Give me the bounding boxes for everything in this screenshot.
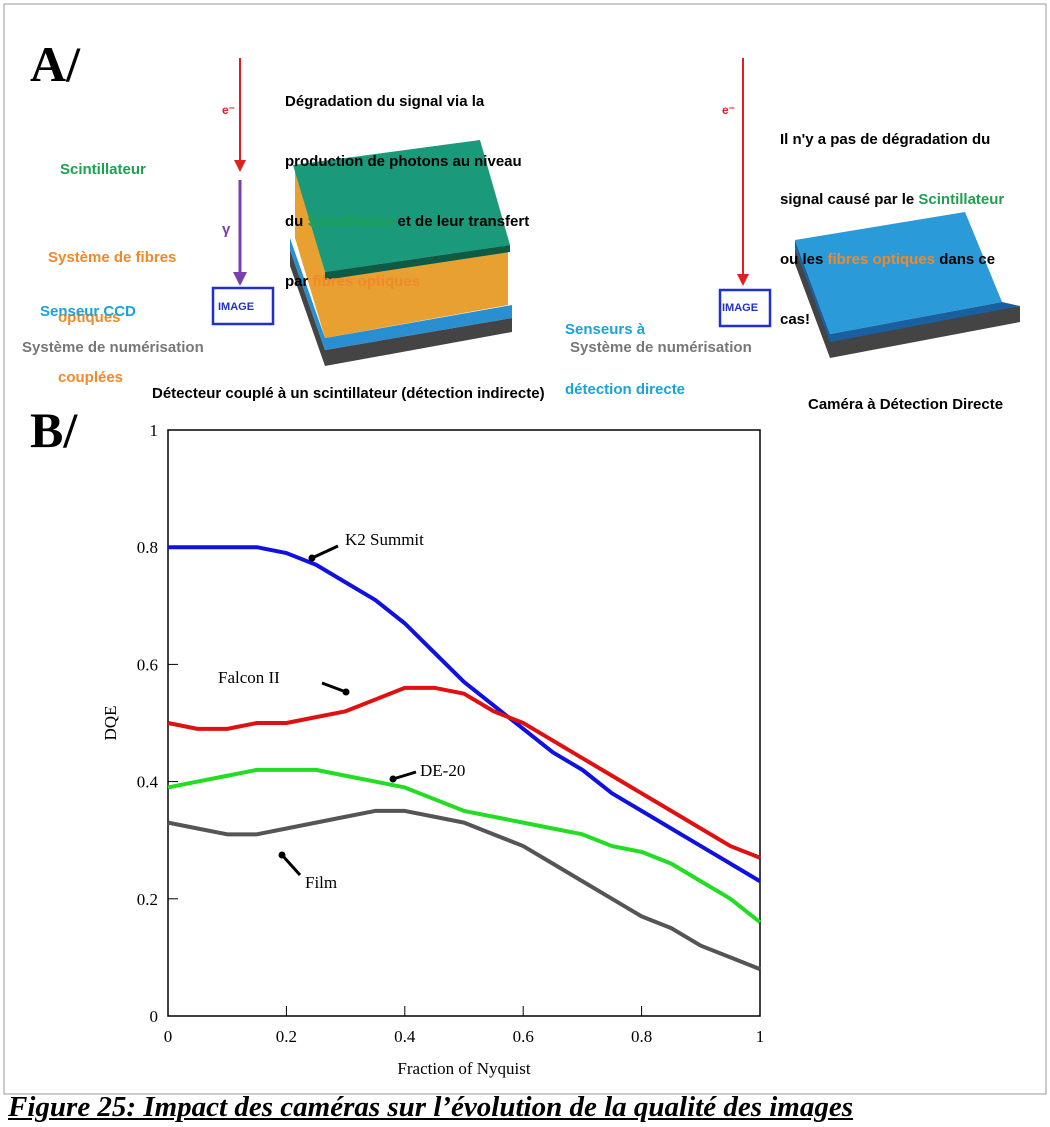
annotation-arrow (280, 853, 302, 877)
line: couplées (58, 369, 124, 386)
indirect-shapes (211, 58, 512, 366)
sensor-edge (795, 240, 1020, 342)
annotation-arrow (321, 681, 347, 694)
series-line (167, 767, 762, 924)
electron: e⁻ (222, 103, 236, 117)
sensor-layer (290, 238, 512, 350)
panel-caption: Caméra à Détection Directe (808, 396, 1004, 413)
fibers (295, 168, 508, 338)
sensor (795, 212, 1002, 334)
note-text: ou les (780, 251, 828, 268)
arrow-head (233, 272, 247, 286)
sensor-label: Senseurs à détection directe (565, 280, 685, 420)
series-line (167, 808, 761, 971)
note-line: ou les fibres optiques dans ce (780, 250, 1004, 270)
chart: 0 0.2 0.4 0.6 0.8 1 0 0.2 0.4 0.6 0.8 1 Fraction of … (101, 421, 765, 1078)
y-axis-label: DQE (101, 706, 120, 741)
series-label: K2 Summit (345, 530, 424, 549)
y-tick-label: 1 (150, 421, 159, 440)
x-tick-label: 0.6 (513, 1027, 534, 1046)
note-text: Dégradation du signal via la (285, 93, 485, 110)
note-text: et de leur transfert (393, 213, 530, 230)
note-line: production de photons au niveau (285, 152, 529, 172)
series-label: Falcon II (218, 668, 280, 687)
arrow-tip (389, 775, 397, 783)
note-text: Scintillateur (918, 191, 1005, 208)
note-text: fibres optiques (312, 273, 421, 290)
panel-label: B/ (30, 402, 78, 458)
note-text: Scintillateur (307, 213, 394, 230)
base (795, 248, 1020, 358)
line: détection directe (565, 381, 686, 398)
annotation-arrow (392, 770, 417, 781)
note-line: cas! (780, 310, 1004, 330)
arrow-tip (308, 554, 316, 562)
scintillator-edge (325, 245, 510, 280)
note-line: Dégradation du signal via la (285, 92, 529, 112)
line: optiques (58, 309, 121, 326)
base (290, 250, 512, 366)
scintillator-label: Scintillateur (60, 161, 146, 178)
image-box (211, 286, 275, 326)
note-text: dans ce (935, 251, 996, 268)
digitization-label: Système de numérisation (570, 339, 752, 356)
series-label: DE-20 (420, 761, 465, 780)
note: Il n'y a pas de dégradation du signal ca… (780, 90, 1004, 350)
x-axis-label: Fraction of Nyquist (397, 1059, 530, 1078)
note-line: signal causé par le Scintillateur (780, 190, 1004, 210)
arrow-tip (342, 688, 350, 696)
note-line: par fibres optiques (285, 272, 529, 292)
image-box (718, 288, 772, 328)
annotation-arrow (311, 544, 339, 560)
y-tick-label: 0.4 (137, 773, 159, 792)
arrow-tip (278, 851, 286, 859)
line: Système de fibres (48, 249, 177, 266)
x-tick-label: 0 (164, 1027, 173, 1046)
arrow-head (234, 160, 246, 172)
series-line (168, 545, 762, 883)
figure-caption: Figure 25: Impact des caméras sur l’évol… (8, 1091, 854, 1123)
note-text: cas! (780, 311, 811, 328)
frame (3, 3, 1047, 1095)
x-tick-label: 1 (756, 1027, 765, 1046)
photon: γ (222, 221, 231, 238)
fibers-label: Système de fibres optiques couplées (48, 208, 176, 408)
x-tick-label: 0.8 (631, 1027, 652, 1046)
electron: e⁻ (722, 103, 736, 117)
panel-caption: Détecteur couplé à un scintillateur (dét… (152, 385, 545, 402)
note-line: du Scintillateur et de leur transfert (285, 212, 529, 232)
direct-shapes (718, 58, 1020, 358)
series-label: Film (305, 873, 337, 892)
y-tick-label: 0.8 (137, 538, 158, 557)
series-line (167, 685, 761, 860)
x-tick-label: 0.4 (394, 1027, 416, 1046)
note-text: production de photons au niveau (285, 153, 522, 170)
note-text: fibres optiques (827, 251, 936, 268)
line: Senseurs à (565, 321, 646, 338)
note-text: du (285, 213, 308, 230)
scintillator (293, 140, 510, 272)
arrow-head (737, 274, 749, 286)
note-text: Il n'y a pas de dégradation du (780, 131, 991, 148)
note-text: par (285, 273, 313, 290)
y-tick-label: 0.6 (137, 655, 158, 674)
y-tick-label: 0.2 (137, 890, 158, 909)
sensor-label: Senseur CCD (40, 303, 136, 320)
panel-label: A/ (30, 36, 80, 92)
digitization-label: Système de numérisation (22, 339, 204, 356)
note-text: signal causé par le (780, 191, 919, 208)
image-label: IMAGE (218, 301, 255, 313)
image-label: IMAGE (722, 302, 759, 314)
note-line: Il n'y a pas de dégradation du (780, 130, 1004, 150)
note: Dégradation du signal via la production … (285, 52, 529, 312)
x-tick-label: 0.2 (276, 1027, 297, 1046)
y-tick-label: 0 (150, 1007, 159, 1026)
